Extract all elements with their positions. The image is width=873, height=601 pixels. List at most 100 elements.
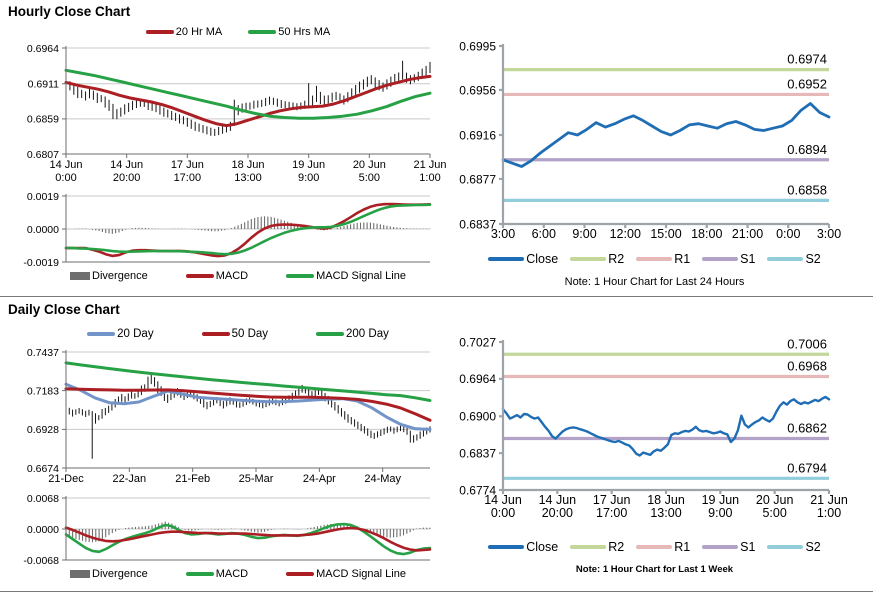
svg-text:0.6911: 0.6911 [28,79,59,91]
svg-text:18 Jun: 18 Jun [647,493,685,507]
legend-bar-swatch [70,272,91,280]
svg-text:0.6916: 0.6916 [459,128,496,142]
svg-text:19 Jun: 19 Jun [292,159,325,171]
daily-price-legend: 20 Day 50 Day 200 Day [40,328,436,340]
legend-line-swatch [286,572,315,576]
svg-text:14 Jun: 14 Jun [484,493,522,507]
hourly-macd-legend: Divergence MACD MACD Signal Line [40,270,436,282]
svg-text:20:00: 20:00 [542,506,573,520]
legend-label: S2 [805,540,821,554]
legend-line-swatch [636,545,673,549]
svg-text:0.6862: 0.6862 [787,421,827,436]
svg-text:13:00: 13:00 [650,506,681,520]
legend-item-200-day: 200 Day [316,328,389,340]
svg-text:14 Jun: 14 Jun [539,493,577,507]
legend-item-close: Close [488,252,558,266]
legend-item-s2: S2 [767,540,821,554]
legend-item-20-day: 20 Day [87,328,154,340]
svg-text:17:00: 17:00 [174,172,202,184]
svg-text:20:00: 20:00 [113,172,141,184]
svg-text:14 Jun: 14 Jun [49,159,82,171]
svg-text:24-May: 24-May [364,473,401,485]
svg-text:0.6968: 0.6968 [787,359,827,374]
svg-text:0.6877: 0.6877 [459,172,496,186]
legend-label: MACD Signal Line [316,568,406,580]
svg-text:21-Feb: 21-Feb [175,473,210,485]
legend-label: R1 [674,252,691,266]
svg-text:0:00: 0:00 [776,227,800,241]
svg-text:0.6995: 0.6995 [459,39,496,53]
svg-text:0.6858: 0.6858 [787,182,827,197]
svg-text:21 Jun: 21 Jun [413,159,446,171]
svg-text:21:00: 21:00 [732,227,763,241]
svg-text:0.6859: 0.6859 [27,114,59,126]
svg-text:24-Apr: 24-Apr [303,473,336,485]
legend-line-swatch [767,257,804,261]
daily-pivot-chart: 0.7006 0.6968 0.6862 0.6794 0.7027 0.6964 0.69… [459,335,848,520]
legend-label: S2 [805,252,821,266]
svg-text:0.7027: 0.7027 [459,335,496,349]
svg-text:0.6900: 0.6900 [459,410,496,424]
daily-macd-chart: 0.0068 0.0000 -0.0068 [23,493,432,567]
svg-text:19 Jun: 19 Jun [702,493,740,507]
section-divider-2 [0,591,873,592]
svg-text:6:00: 6:00 [532,227,556,241]
legend-label: R2 [608,540,625,554]
legend-line-swatch [201,332,230,336]
legend-item-50-hrs-ma: 50 Hrs MA [248,26,330,38]
hourly-note: Note: 1 Hour Chart for Last 24 Hours [564,276,745,288]
legend-line-swatch [185,572,214,576]
svg-text:0.6964: 0.6964 [27,43,59,55]
legend-item-macd: MACD [185,568,249,580]
svg-text:12:00: 12:00 [610,227,641,241]
svg-text:0.6894: 0.6894 [787,142,827,157]
svg-text:18:00: 18:00 [691,227,722,241]
legend-label: S1 [740,540,756,554]
svg-text:1:00: 1:00 [817,506,841,520]
legend-label: 50 Hrs MA [278,26,331,38]
svg-text:15:00: 15:00 [650,227,681,241]
svg-text:3:00: 3:00 [491,227,515,241]
svg-text:18 Jun: 18 Jun [231,159,264,171]
daily-section-title: Daily Close Chart [8,302,120,317]
legend-line-swatch [145,30,174,34]
hourly-macd-chart: 0.0019 0.0000 -0.0019 [23,191,432,269]
svg-text:5:00: 5:00 [359,172,380,184]
svg-text:0.6774: 0.6774 [459,483,496,497]
legend-label: R2 [608,252,625,266]
legend-item-20-hr-ma: 20 Hr MA [145,26,222,38]
legend-item-divergence: Divergence [70,568,148,580]
svg-text:20 Jun: 20 Jun [756,493,794,507]
legend-item-close: Close [488,540,558,554]
legend-line-swatch [316,332,345,336]
hourly-section-title: Hourly Close Chart [8,4,131,19]
daily-pivot-legend: Close R2 R1 S1 S2 [436,540,873,554]
legend-label: Divergence [92,270,148,282]
svg-text:22-Jan: 22-Jan [113,473,147,485]
legend-line-swatch [87,332,116,336]
legend-item-macd: MACD [185,270,248,282]
legend-label: 50 Day [231,328,269,340]
legend-label: MACD [215,568,249,580]
svg-text:0.0000: 0.0000 [27,524,59,536]
legend-item-macd-signal-line: MACD Signal Line [286,568,406,580]
svg-text:0.6794: 0.6794 [787,460,827,475]
legend-item-divergence: Divergence [70,270,148,282]
legend-label: R1 [674,540,691,554]
legend-line-swatch [286,274,315,278]
svg-text:0.6928: 0.6928 [27,424,59,436]
daily-note: Note: 1 Hour Chart for Last 1 Week [575,564,734,575]
svg-text:0.6837: 0.6837 [459,217,496,231]
legend-item-s1: S1 [702,252,755,266]
svg-text:25-Mar: 25-Mar [239,473,274,485]
svg-text:17:00: 17:00 [596,506,627,520]
legend-item-r1: R1 [636,540,690,554]
svg-text:0.0019: 0.0019 [27,191,59,203]
svg-text:0.6974: 0.6974 [787,52,827,67]
svg-text:0.6837: 0.6837 [459,446,496,460]
svg-text:20 Jun: 20 Jun [353,159,386,171]
legend-label: 20 Day [117,328,154,340]
